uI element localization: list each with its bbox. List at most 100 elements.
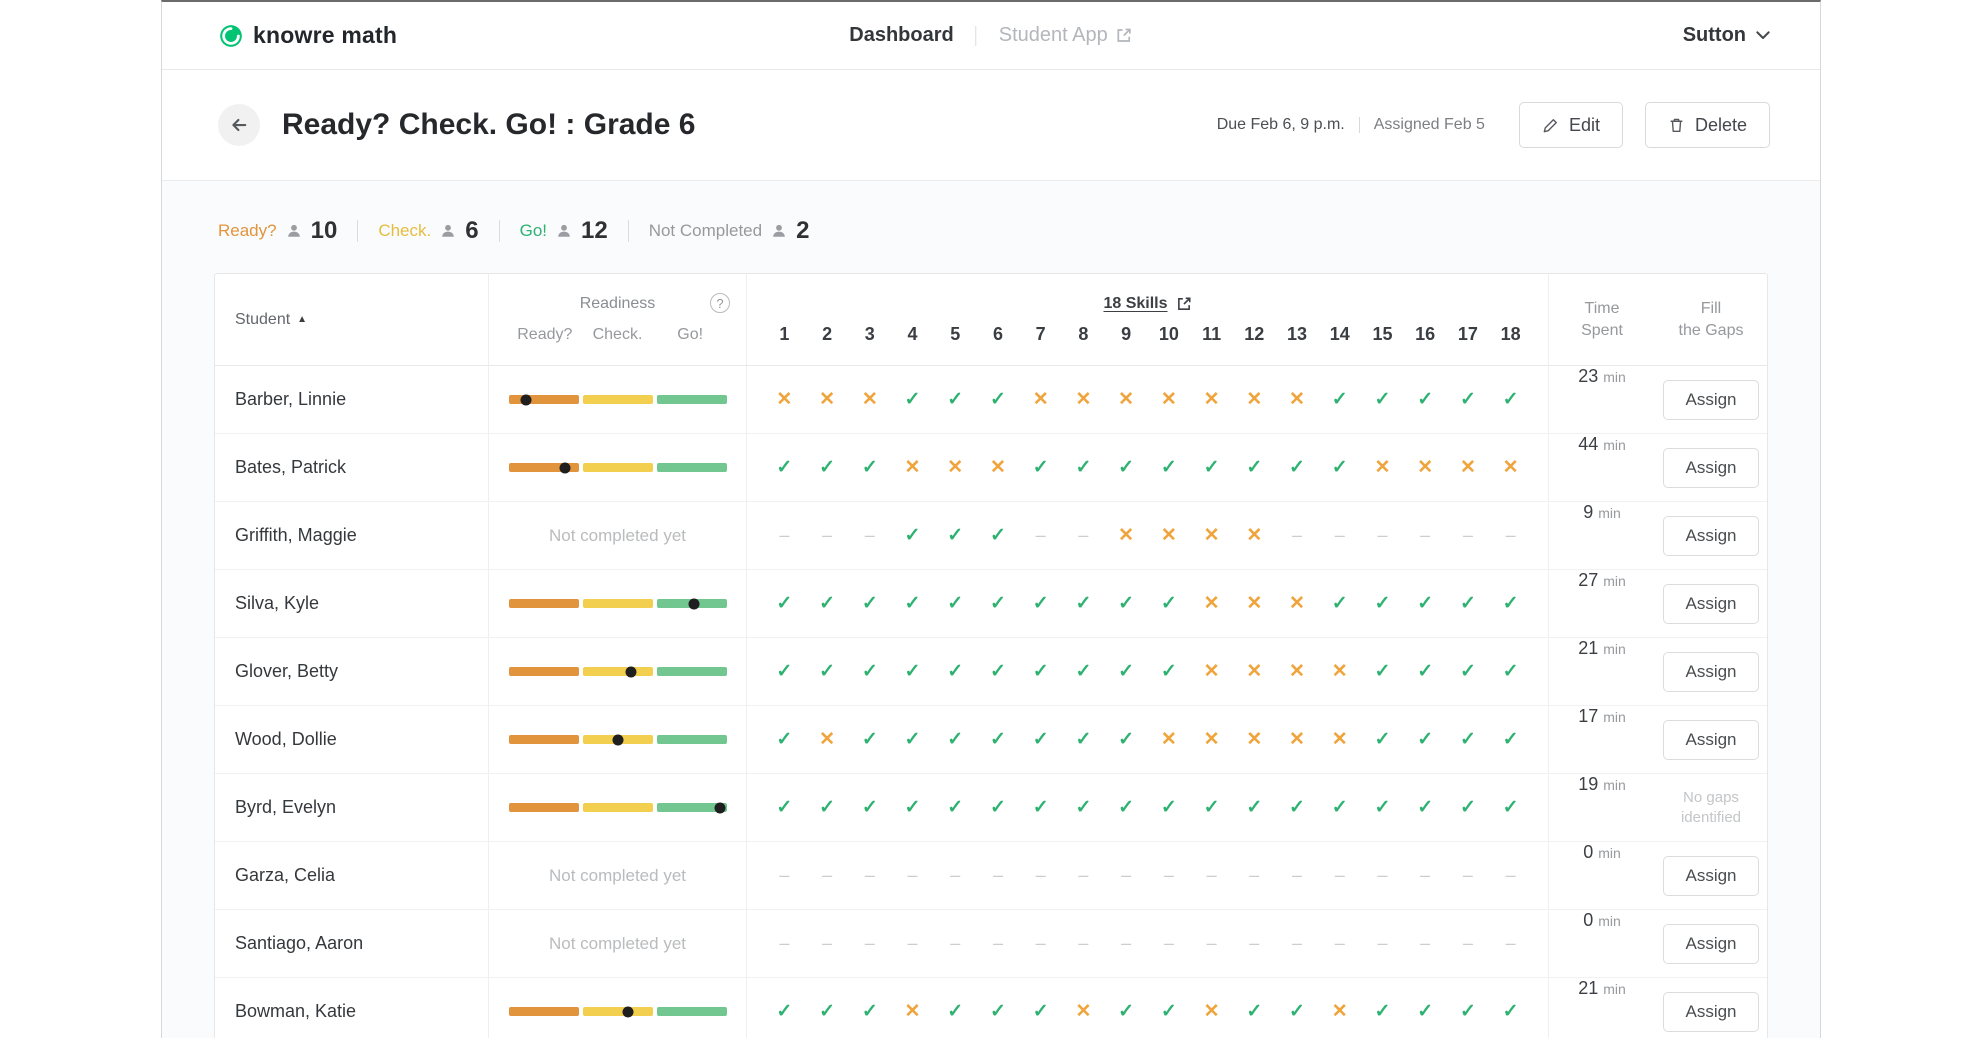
assign-button[interactable]: Assign xyxy=(1663,447,1759,488)
time-unit: min xyxy=(1603,981,1626,997)
skill-number: 17 xyxy=(1457,323,1478,344)
assign-button[interactable]: Assign xyxy=(1663,923,1759,964)
assign-button[interactable]: Assign xyxy=(1663,515,1759,556)
check-icon: ✓ xyxy=(947,797,964,818)
check-segment xyxy=(582,803,653,812)
gaps-cell: Assign xyxy=(1655,434,1767,501)
assign-button[interactable]: Assign xyxy=(1663,719,1759,760)
student-name: Barber, Linnie xyxy=(235,389,347,409)
readiness-header-label: Readiness xyxy=(579,295,656,312)
table-row: Wood, Dollie ✓ ✕ ✓ ✓ ✓ ✓ ✓ ✓ ✓ ✕ ✕ ✕ ✕ ✕ ✓ ✓ ✓ ✓ 17 min Assig… xyxy=(215,706,1767,774)
x-icon: ✕ xyxy=(1331,729,1348,750)
check-icon: ✓ xyxy=(904,525,921,546)
column-header-time: Time Spent xyxy=(1549,274,1655,365)
skills-cell: – – – ✓ ✓ ✓ – – ✕ ✕ ✕ ✕ – – – – – – xyxy=(747,502,1549,569)
check-segment xyxy=(582,1007,653,1016)
check-icon: ✓ xyxy=(947,1001,964,1022)
nav-divider xyxy=(975,25,977,46)
check-icon: ✓ xyxy=(990,525,1006,546)
go-segment xyxy=(656,463,727,472)
dash-icon: – xyxy=(907,933,918,953)
assign-button[interactable]: Assign xyxy=(1663,651,1759,692)
column-header-student[interactable]: Student ▲ xyxy=(215,274,489,365)
readiness-subheader: Go! xyxy=(677,326,704,343)
check-icon: ✓ xyxy=(1459,729,1476,750)
go-segment xyxy=(656,735,727,744)
summary-divider xyxy=(498,220,500,242)
back-button[interactable] xyxy=(218,104,260,146)
page-title: Ready? Check. Go! : Grade 6 xyxy=(282,108,696,141)
readiness-bar xyxy=(508,734,727,745)
student-cell: Bowman, Katie xyxy=(215,978,489,1038)
dash-icon: – xyxy=(1035,525,1046,545)
x-icon: ✕ xyxy=(904,457,921,478)
check-icon: ✓ xyxy=(1331,389,1348,410)
nav-student-app[interactable]: Student App xyxy=(999,24,1133,47)
x-icon: ✕ xyxy=(861,389,878,410)
check-icon: ✓ xyxy=(861,593,878,614)
chevron-down-icon xyxy=(1756,31,1770,40)
check-icon: ✓ xyxy=(1289,797,1305,818)
nav-dashboard[interactable]: Dashboard xyxy=(849,24,954,46)
assign-button[interactable]: Assign xyxy=(1663,379,1759,420)
readiness-dot xyxy=(622,1006,634,1017)
time-unit: min xyxy=(1603,437,1626,453)
dash-icon: – xyxy=(1377,525,1388,545)
dash-icon: – xyxy=(1078,933,1089,953)
check-icon: ✓ xyxy=(1032,797,1049,818)
not-completed-label: Not completed yet xyxy=(548,933,686,953)
summary-item: Go! 12 xyxy=(520,217,608,245)
check-icon: ✓ xyxy=(1118,797,1135,818)
check-icon: ✓ xyxy=(1417,797,1434,818)
check-icon: ✓ xyxy=(819,457,836,478)
gaps-cell: Assign xyxy=(1655,570,1767,637)
person-icon xyxy=(440,223,456,239)
summary-label: Ready? xyxy=(218,221,277,240)
assign-button[interactable]: Assign xyxy=(1663,583,1759,624)
dash-icon: – xyxy=(1462,865,1473,885)
assign-button[interactable]: Assign xyxy=(1663,991,1759,1032)
skills-cell: ✓ ✓ ✓ ✕ ✕ ✕ ✓ ✓ ✓ ✓ ✓ ✓ ✓ ✓ ✕ ✕ ✕ ✕ xyxy=(747,434,1549,501)
dash-icon: – xyxy=(992,865,1003,885)
assign-button[interactable]: Assign xyxy=(1663,855,1759,896)
dash-icon: – xyxy=(822,525,833,545)
skills-cell: – – – – – – – – – – – – – – – – – – xyxy=(747,842,1549,909)
check-icon: ✓ xyxy=(1459,661,1476,682)
column-header-readiness: Readiness ? Ready? Check. Go! xyxy=(489,274,747,365)
x-icon: ✕ xyxy=(1160,729,1177,750)
x-icon: ✕ xyxy=(1118,389,1135,410)
skill-number: 18 xyxy=(1500,323,1521,344)
check-icon: ✓ xyxy=(947,661,964,682)
check-icon: ✓ xyxy=(1502,729,1519,750)
gaps-header-line1: Fill xyxy=(1700,299,1722,317)
time-unit: min xyxy=(1603,573,1626,589)
table-row: Bowman, Katie ✓ ✓ ✓ ✕ ✓ ✓ ✓ ✕ ✓ ✓ ✕ ✓ ✓ ✕ ✓ ✓ ✓ ✓ 21 min Assi… xyxy=(215,978,1767,1038)
help-icon[interactable]: ? xyxy=(710,293,730,313)
dash-icon: – xyxy=(1163,865,1174,885)
readiness-dot xyxy=(625,666,637,677)
check-icon: ✓ xyxy=(1374,729,1391,750)
external-link-icon xyxy=(1116,27,1133,44)
dash-icon: – xyxy=(1121,865,1132,885)
readiness-cell xyxy=(489,638,747,705)
x-icon: ✕ xyxy=(1032,389,1049,410)
go-segment xyxy=(656,803,727,812)
logo[interactable]: knowre math xyxy=(218,22,397,49)
delete-button[interactable]: Delete xyxy=(1644,102,1770,148)
skills-link[interactable]: 18 Skills xyxy=(1103,295,1191,313)
table-row: Byrd, Evelyn ✓ ✓ ✓ ✓ ✓ ✓ ✓ ✓ ✓ ✓ ✓ ✓ ✓ ✓ ✓ ✓ ✓ ✓ 19 min No ga… xyxy=(215,774,1767,842)
user-menu[interactable]: Sutton xyxy=(1683,24,1770,47)
dash-icon: – xyxy=(950,933,961,953)
trash-icon xyxy=(1668,117,1685,134)
skill-numbers: 1 2 3 4 5 6 7 8 9 10 11 12 13 14 15 16 17 18 xyxy=(747,324,1548,345)
check-icon: ✓ xyxy=(1502,1001,1519,1022)
check-icon: ✓ xyxy=(1118,593,1135,614)
x-icon: ✕ xyxy=(1459,457,1476,478)
skill-number: 9 xyxy=(1121,323,1132,344)
x-icon: ✕ xyxy=(1075,1001,1092,1022)
gaps-cell: Assign xyxy=(1655,502,1767,569)
table-body: Barber, Linnie ✕ ✕ ✕ ✓ ✓ ✓ ✕ ✕ ✕ ✕ ✕ ✕ ✕ ✓ ✓ ✓ ✓ ✓ 23 min Ass… xyxy=(215,366,1767,1038)
check-icon: ✓ xyxy=(904,797,921,818)
edit-button[interactable]: Edit xyxy=(1518,102,1623,148)
not-completed-label: Not completed yet xyxy=(548,865,686,885)
